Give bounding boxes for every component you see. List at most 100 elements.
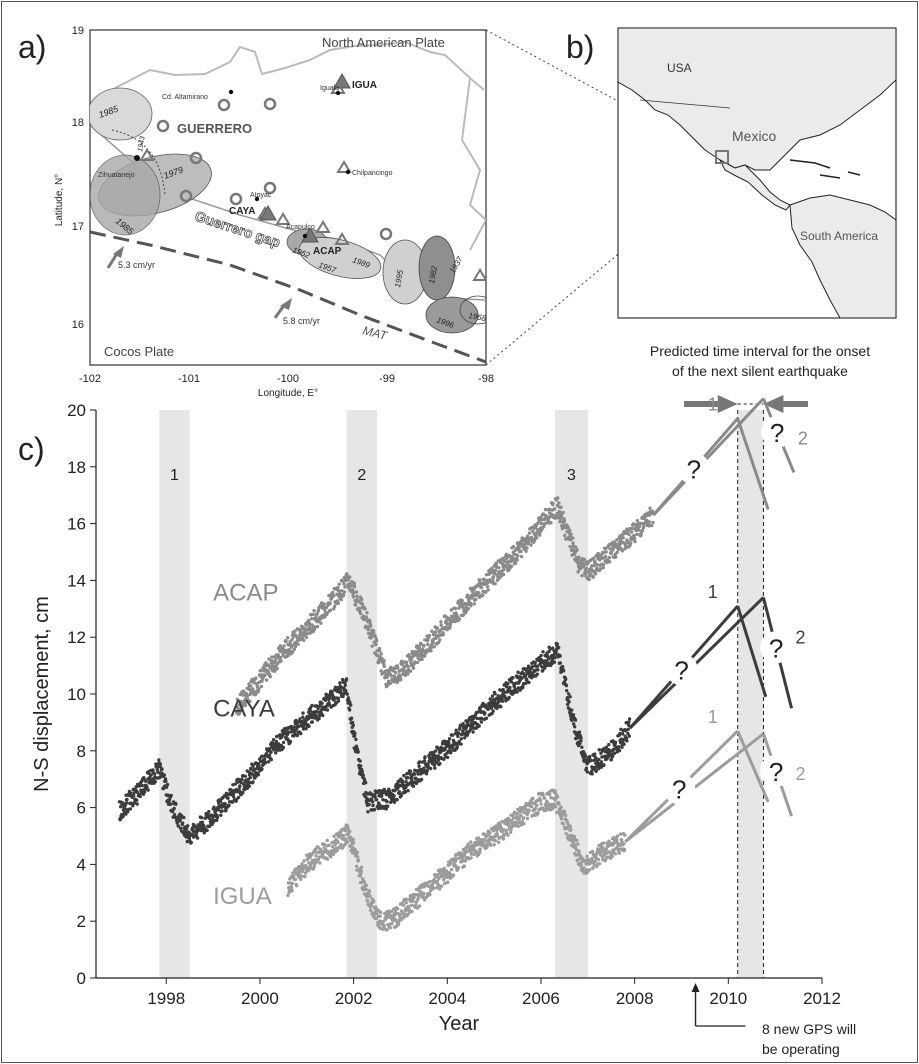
data-point [289,886,294,890]
data-point [570,708,574,712]
station-label-igua: IGUA [352,80,377,91]
data-point [290,889,294,893]
data-point [381,919,386,923]
data-point [144,779,148,783]
data-point [463,859,468,863]
data-point [374,916,378,921]
data-point [582,563,586,567]
data-point [504,685,509,689]
data-point [135,798,139,802]
data-point [392,794,396,798]
data-point [501,837,506,841]
data-point [385,800,389,804]
data-point [624,736,629,741]
data-point [564,683,569,688]
data-point [158,762,162,766]
map-xtick: -101 [178,373,200,385]
data-point [308,624,312,629]
data-point [208,824,212,828]
data-point [493,699,497,704]
data-point [617,745,621,749]
y-tick-label: 4 [77,855,86,874]
data-point [260,754,264,758]
y-tick-label: 0 [77,969,86,988]
quake-year: 1968 [468,311,488,323]
data-point [552,660,557,664]
data-point [584,862,588,866]
data-point [243,774,247,778]
data-point [332,834,336,838]
data-point [502,690,507,695]
data-point [539,802,543,806]
series-caya [117,757,262,845]
data-point [215,818,219,822]
data-point [639,531,643,536]
data-point [489,706,494,710]
data-point [626,727,630,731]
data-point [590,849,595,854]
y-tick-label: 6 [77,799,86,818]
data-point [478,850,482,855]
gps-circle [379,227,393,241]
data-point [453,606,458,611]
data-point [431,886,436,890]
x-tick-label: 2008 [616,989,654,1008]
data-point [594,853,598,858]
data-point [564,813,568,817]
data-point [390,922,394,926]
data-point [397,790,402,794]
data-point [541,793,545,798]
data-point [429,649,433,653]
data-point [405,897,409,901]
data-point [172,806,176,811]
data-point [422,643,426,648]
data-point [349,716,354,720]
data-point [385,928,389,932]
data-point [366,628,370,632]
data-point [195,836,200,840]
data-point [413,892,417,897]
data-point [434,761,439,765]
data-point [461,858,465,862]
data-point [336,601,340,605]
data-point [439,623,443,627]
data-point [500,699,505,703]
data-point [365,611,369,615]
data-point [372,630,376,635]
data-point [596,857,601,862]
forecast-rise [652,397,765,517]
data-point [236,698,240,703]
data-point [541,669,545,673]
data-point [552,507,557,511]
data-point [475,716,479,721]
data-point [416,772,420,776]
data-point [422,891,426,896]
data-point [273,658,277,662]
connector-top [485,29,719,156]
data-point [443,747,447,751]
data-point [293,732,297,736]
data-point [394,670,398,675]
data-point [506,833,510,837]
data-point [296,642,300,646]
data-point [337,582,341,586]
map-xtick: -98 [478,373,494,385]
data-point [579,739,583,743]
data-point [564,832,568,836]
data-point [548,792,552,796]
data-point [367,889,372,893]
data-point [162,773,166,777]
data-point [176,824,180,828]
data-point [542,796,547,800]
data-point [200,820,205,824]
data-point [481,593,485,597]
state-label: GUERRERO [177,121,252,136]
forecast-gap [760,631,793,664]
data-point [311,612,315,617]
data-point [361,773,365,777]
data-point [401,781,405,785]
data-point [579,736,583,740]
data-point [387,789,392,793]
data-point [345,572,349,576]
data-point [417,764,421,768]
